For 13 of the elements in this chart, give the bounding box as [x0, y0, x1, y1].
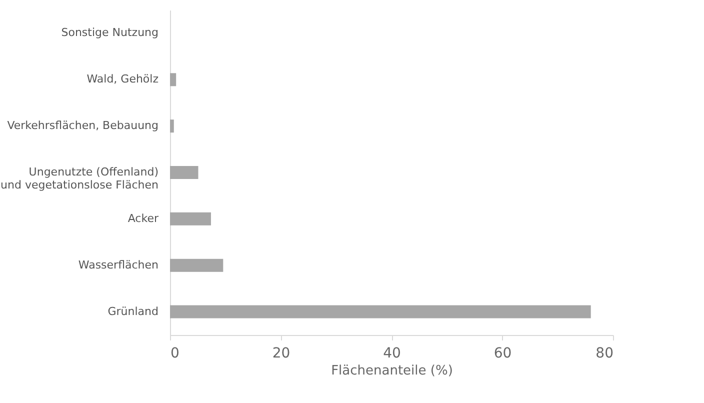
x-tick-label: 80: [596, 346, 614, 362]
x-tick-label: 0: [170, 346, 180, 362]
y-tick-label: Acker: [128, 212, 159, 225]
x-tick-label: 60: [494, 346, 512, 362]
y-tick-label: Grünland: [108, 304, 158, 318]
x-axis-title: Flächenanteile (%): [331, 364, 453, 378]
y-tick-label: Wasserflächen: [78, 258, 159, 272]
y-tick-label: Ungenutzte (Offenland) und vegetationslose Flächen: [0, 166, 159, 192]
y-tick-label: Wald, Gehölz: [86, 72, 159, 86]
y-tick-label: Verkehrsflächen, Bebauung: [7, 119, 158, 132]
x-tick-label: 20: [272, 346, 290, 362]
x-tick-label: 40: [383, 346, 401, 362]
y-tick-label: Sonstige Nutzung: [61, 26, 158, 40]
